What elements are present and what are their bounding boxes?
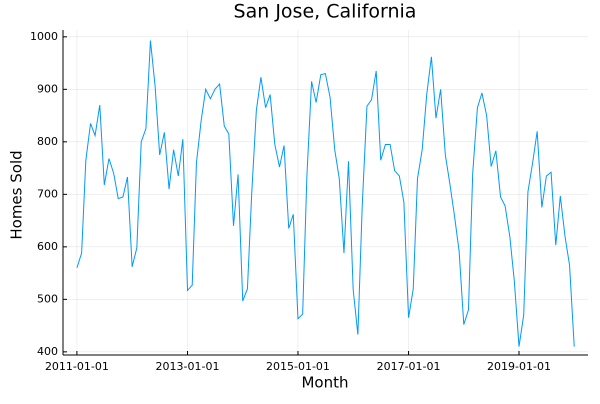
chart-title: San Jose, California [234, 1, 417, 23]
x-tick-label: 2015-01-01 [266, 360, 330, 373]
x-tick-label: 2011-01-01 [45, 360, 109, 373]
y-tick-label: 900 [37, 82, 58, 95]
line [76, 40, 575, 347]
x-axis-label: Month [301, 374, 348, 392]
x-tick-label: 2019-01-01 [487, 360, 551, 373]
y-tick-label: 800 [37, 135, 58, 148]
y-tick-label: 500 [37, 292, 58, 305]
y-axis-label: Homes Sold [8, 150, 26, 239]
x-tick-label: 2017-01-01 [377, 360, 441, 373]
y-tick-label: 400 [37, 345, 58, 358]
y-tick-label: 700 [37, 187, 58, 200]
x-tick-label: 2013-01-01 [156, 360, 220, 373]
y-tick-label: 1000 [30, 30, 58, 43]
y-tick-label: 600 [37, 240, 58, 253]
